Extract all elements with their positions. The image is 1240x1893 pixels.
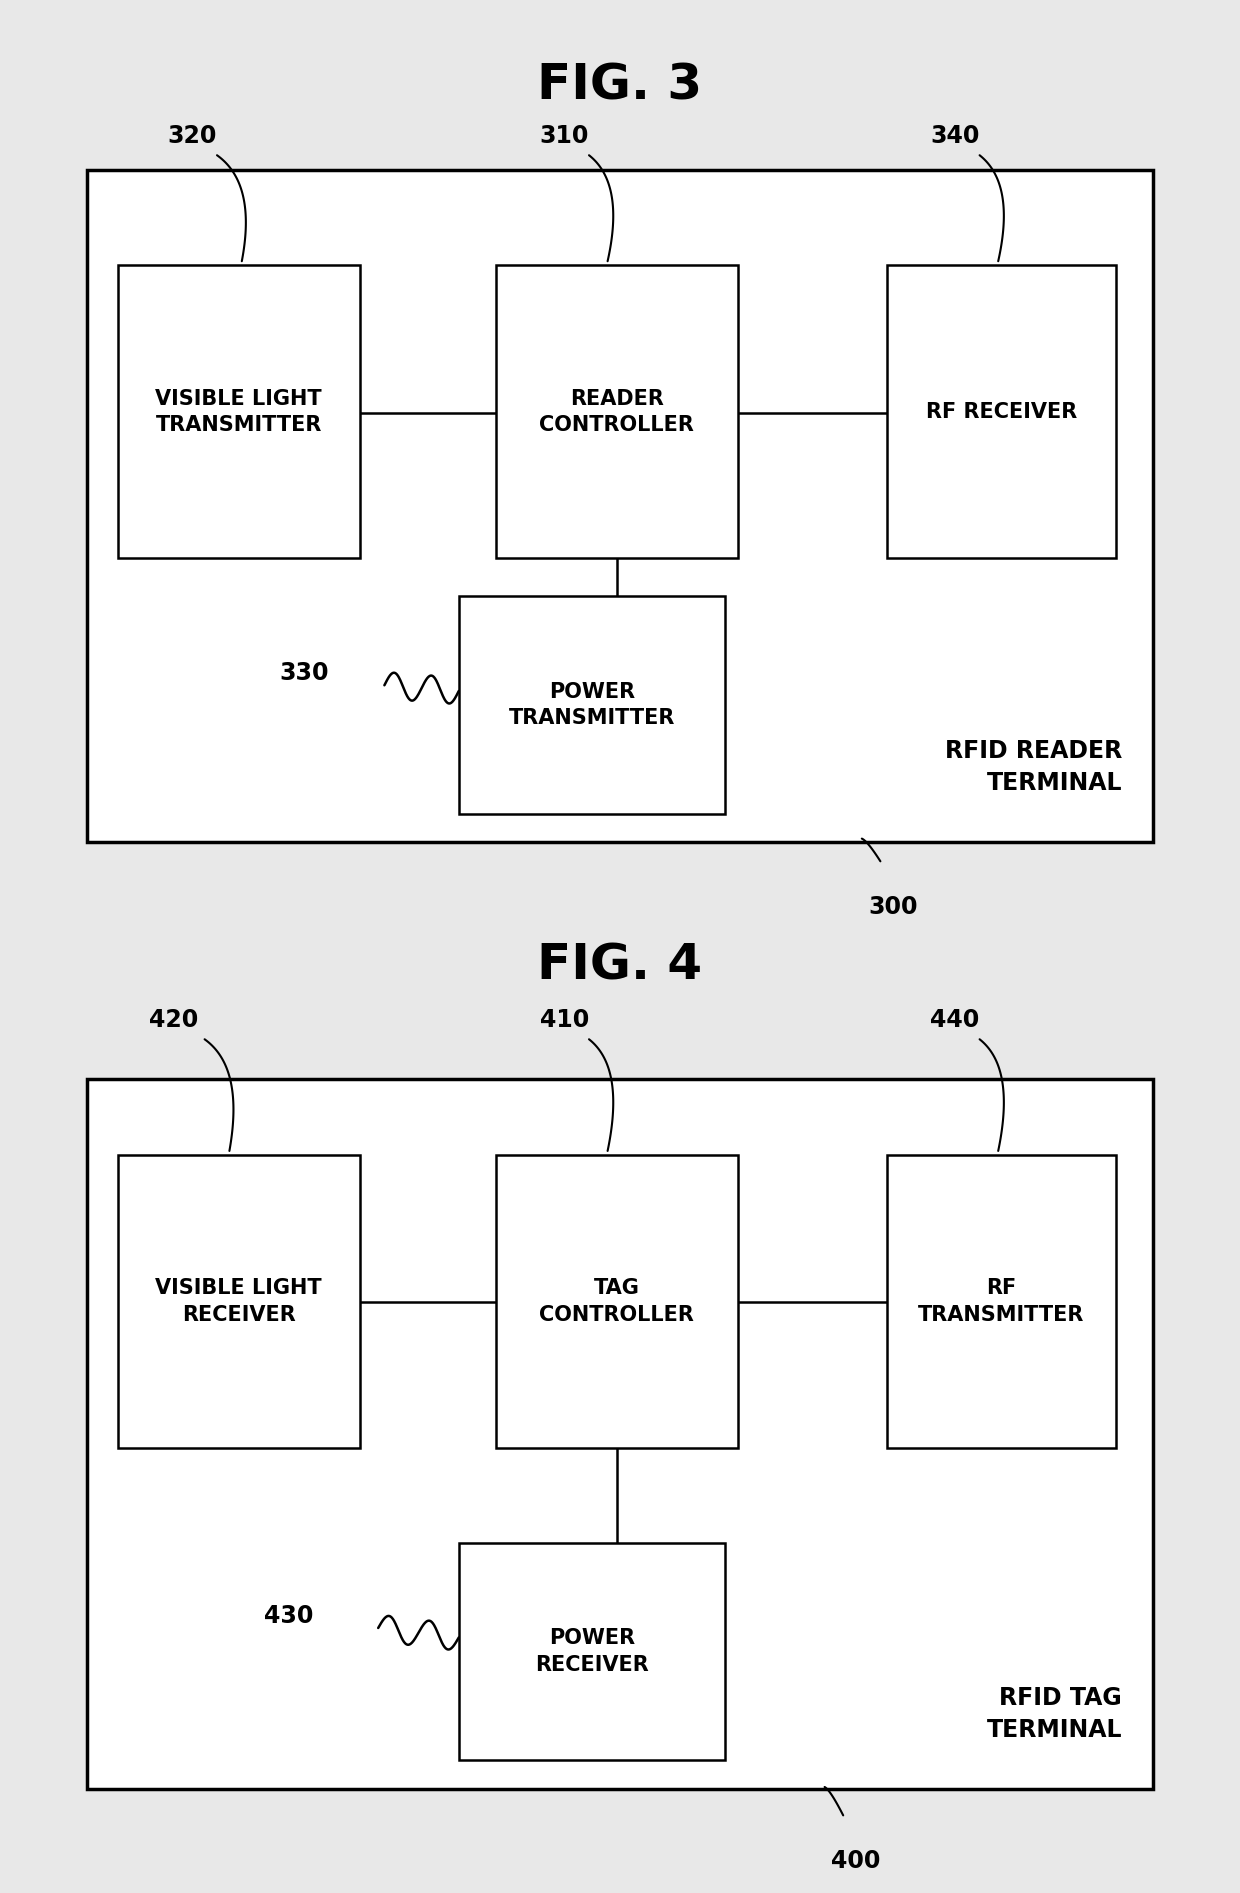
Text: 440: 440 [930,1007,980,1032]
Text: POWER
TRANSMITTER: POWER TRANSMITTER [508,681,676,729]
FancyBboxPatch shape [87,1079,1153,1789]
FancyBboxPatch shape [496,265,738,558]
Text: 430: 430 [264,1603,314,1628]
Text: VISIBLE LIGHT
TRANSMITTER: VISIBLE LIGHT TRANSMITTER [155,388,322,435]
Text: 320: 320 [167,123,217,148]
Text: TAG
CONTROLLER: TAG CONTROLLER [539,1278,694,1325]
FancyBboxPatch shape [459,1543,725,1760]
Text: FIG. 3: FIG. 3 [537,61,703,110]
FancyBboxPatch shape [87,170,1153,842]
FancyBboxPatch shape [118,1155,360,1448]
Text: RF
TRANSMITTER: RF TRANSMITTER [918,1278,1085,1325]
Text: POWER
RECEIVER: POWER RECEIVER [536,1628,649,1675]
FancyBboxPatch shape [496,1155,738,1448]
FancyBboxPatch shape [887,265,1116,558]
Text: 400: 400 [831,1849,880,1874]
Text: 420: 420 [149,1007,198,1032]
Text: READER
CONTROLLER: READER CONTROLLER [539,388,694,435]
Text: RFID READER
TERMINAL: RFID READER TERMINAL [945,740,1122,795]
Text: RFID TAG
TERMINAL: RFID TAG TERMINAL [987,1687,1122,1742]
FancyBboxPatch shape [887,1155,1116,1448]
Text: 330: 330 [279,661,329,685]
Text: VISIBLE LIGHT
RECEIVER: VISIBLE LIGHT RECEIVER [155,1278,322,1325]
Text: 410: 410 [539,1007,589,1032]
Text: 300: 300 [868,895,918,920]
FancyBboxPatch shape [118,265,360,558]
Text: 340: 340 [930,123,980,148]
Text: FIG. 4: FIG. 4 [537,941,703,990]
Text: RF RECEIVER: RF RECEIVER [926,401,1076,422]
Text: 310: 310 [539,123,589,148]
FancyBboxPatch shape [459,596,725,814]
